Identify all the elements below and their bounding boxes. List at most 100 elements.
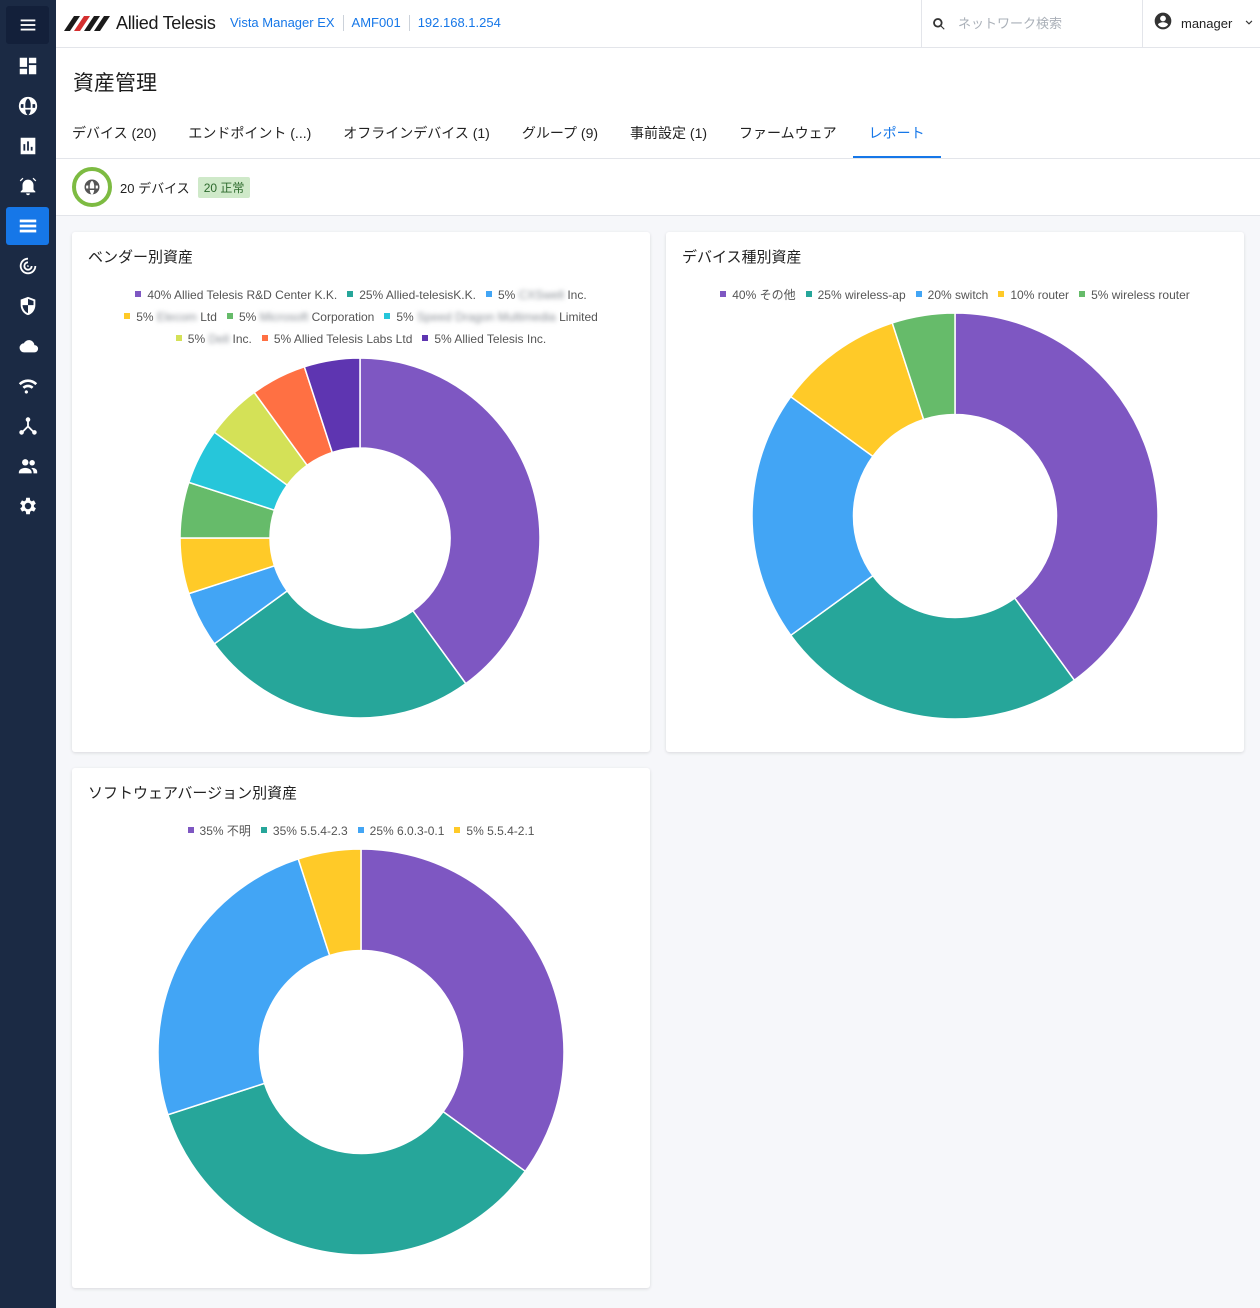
legend-item[interactable]: 10% router <box>998 284 1069 306</box>
chart-icon[interactable] <box>6 127 49 165</box>
radar-icon[interactable] <box>6 247 49 285</box>
donut-slice[interactable] <box>213 589 467 719</box>
wifi-icon[interactable] <box>6 367 49 405</box>
donut-slice[interactable] <box>303 357 361 454</box>
legend-swatch <box>226 313 233 319</box>
donut-slice[interactable] <box>360 848 565 1173</box>
legend-swatch <box>1079 291 1086 297</box>
users-icon[interactable] <box>6 447 49 485</box>
legend-item[interactable]: 5% Allied Telesis Labs Ltd <box>261 328 412 350</box>
username: manager <box>1181 16 1233 31</box>
tab-bar: デバイス (20) エンドポイント (...) オフラインデバイス (1) グル… <box>56 110 941 158</box>
legend-item[interactable]: 5% CXSwell Inc. <box>485 284 587 306</box>
legend-swatch <box>260 827 267 833</box>
tab-offline-devices[interactable]: オフラインデバイス (1) <box>343 125 490 141</box>
legend-swatch <box>454 827 461 833</box>
legend-percent: 5% <box>434 332 455 346</box>
user-menu[interactable]: manager <box>1142 0 1260 47</box>
cloud-icon[interactable] <box>6 327 49 365</box>
page-title: 資産管理 <box>73 72 157 95</box>
legend-item[interactable]: 35% 不明 <box>187 820 251 842</box>
donut-slice[interactable] <box>297 848 362 957</box>
legend-percent: 35% <box>199 824 227 838</box>
legend-item[interactable]: 5% Speed Dragon Multimedia Limited <box>384 306 598 328</box>
shield-icon[interactable] <box>6 287 49 325</box>
globe-icon[interactable] <box>6 87 49 125</box>
legend-label: 不明 <box>226 824 251 838</box>
legend-swatch <box>384 313 391 319</box>
breadcrumb-app[interactable]: Vista Manager EX <box>230 15 335 30</box>
legend-item[interactable]: 35% 5.5.4-2.3 <box>260 820 348 842</box>
legend-percent: 5% <box>273 332 294 346</box>
legend-item[interactable]: 5% Dell Inc. <box>175 328 252 350</box>
tab-report[interactable]: レポート <box>852 110 941 158</box>
chart-title: ベンダー別資産 <box>88 249 194 266</box>
donut-slice[interactable] <box>751 395 874 637</box>
software-version-chart-card: ソフトウェアバージョン別資産 35% 不明 35% 5.5.4-2.3 25% 6.… <box>72 768 650 1288</box>
legend-item[interactable]: 40% その他 <box>720 284 796 306</box>
legend-label: wireless router <box>1111 288 1190 302</box>
donut-slice[interactable] <box>789 574 1076 720</box>
legend-label: switch <box>955 288 989 302</box>
topology-icon[interactable] <box>6 407 49 445</box>
page-head: 資産管理 デバイス (20) エンドポイント (...) オフラインデバイス (… <box>56 48 1260 159</box>
dashboard-icon[interactable] <box>6 47 49 85</box>
legend-swatch <box>175 335 182 341</box>
legend-percent: 40% <box>147 288 175 302</box>
chart-legend: 35% 不明 35% 5.5.4-2.3 25% 6.0.3-0.1 5% 5.5.4… <box>102 820 620 842</box>
legend-label: Allied-telesisK.K. <box>385 288 476 302</box>
legend-item[interactable]: 5% 5.5.4-2.1 <box>454 820 534 842</box>
donut-slice[interactable] <box>157 857 331 1116</box>
tab-firmware[interactable]: ファームウェア <box>739 125 837 141</box>
device-status-ring <box>72 167 112 207</box>
legend-percent: 25% <box>369 824 398 838</box>
legend-percent: 40% <box>732 288 760 302</box>
tab-endpoints[interactable]: エンドポイント (...) <box>188 125 312 141</box>
legend-item[interactable]: 25% 6.0.3-0.1 <box>357 820 444 842</box>
alarm-icon[interactable] <box>6 167 49 205</box>
search-icon <box>933 17 945 30</box>
legend-redacted-text: Microsoft <box>259 310 312 324</box>
legend-item[interactable]: 5% Elecom Ltd <box>124 306 217 328</box>
tab-groups[interactable]: グループ (9) <box>521 125 599 141</box>
menu-icon[interactable] <box>6 6 49 44</box>
legend-item[interactable]: 25% Allied-telesisK.K. <box>347 284 476 306</box>
legend-item[interactable]: 5% wireless router <box>1079 284 1190 306</box>
legend-percent: 5% <box>1091 288 1112 302</box>
legend-percent: 5% <box>396 310 418 324</box>
legend-item[interactable]: 5% Allied Telesis Inc. <box>422 328 546 350</box>
vendor-donut-chart <box>179 357 541 719</box>
settings-gear-icon[interactable] <box>6 487 49 525</box>
legend-label: Ltd <box>200 310 217 324</box>
donut-slice[interactable] <box>359 357 541 685</box>
device-status-row: 20 デバイス 20 正常 <box>56 159 1260 216</box>
tab-preconfig[interactable]: 事前設定 (1) <box>630 125 708 141</box>
legend-percent: 5% <box>187 332 209 346</box>
asset-list-icon[interactable] <box>6 207 49 245</box>
device-type-chart-card: デバイス種別資産 40% その他 25% wireless-ap 20% switc… <box>666 232 1244 752</box>
legend-redacted-text: CXSwell <box>518 288 568 302</box>
donut-slice[interactable] <box>891 312 956 421</box>
breadcrumb: Vista Manager EX AMF001 192.168.1.254 <box>220 15 509 31</box>
chart-title: ソフトウェアバージョン別資産 <box>88 785 298 802</box>
legend-swatch <box>124 313 131 319</box>
search-input[interactable] <box>958 16 1128 31</box>
breadcrumb-ip[interactable]: 192.168.1.254 <box>408 15 509 31</box>
legend-item[interactable]: 40% Allied Telesis R&D Center K.K. <box>135 284 337 306</box>
donut-slice[interactable] <box>954 312 1159 682</box>
breadcrumb-area[interactable]: AMF001 <box>342 15 409 31</box>
tab-devices[interactable]: デバイス (20) <box>72 125 157 141</box>
legend-item[interactable]: 25% wireless-ap <box>805 284 906 306</box>
legend-swatch <box>485 291 492 297</box>
logo-text: Allied Telesis <box>116 12 216 33</box>
legend-percent: 5% <box>238 310 260 324</box>
legend-item[interactable]: 20% switch <box>915 284 989 306</box>
globe-icon <box>84 179 100 195</box>
legend-swatch <box>187 827 194 833</box>
donut-slice[interactable] <box>166 1082 527 1256</box>
legend-item[interactable]: 5% Microsoft Corporation <box>226 306 374 328</box>
legend-swatch <box>357 827 364 833</box>
allied-telesis-logo[interactable]: Allied Telesis <box>64 9 216 37</box>
network-search <box>921 0 1143 47</box>
legend-swatch <box>422 335 429 341</box>
